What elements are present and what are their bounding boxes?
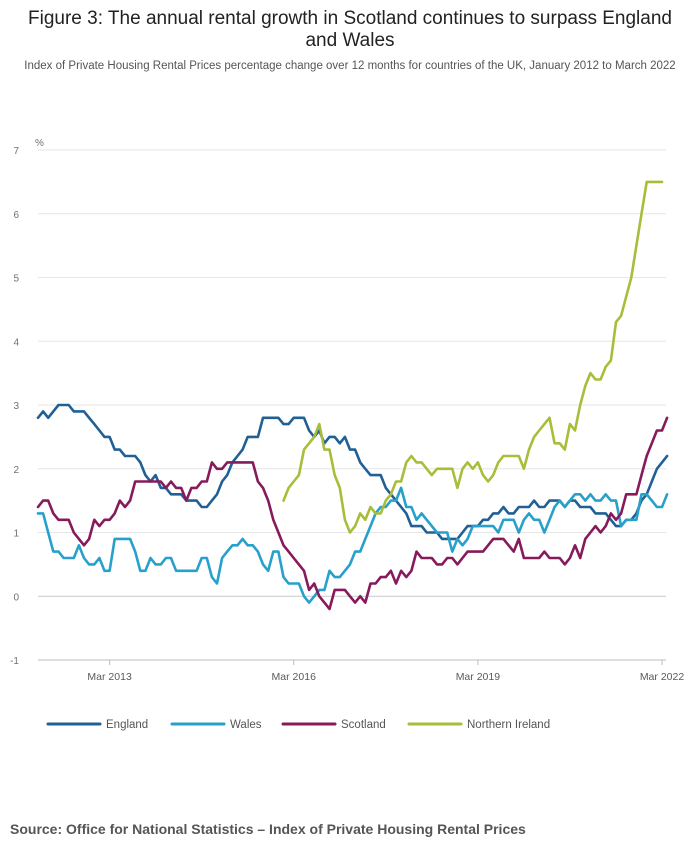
legend-label-wales: Wales <box>230 719 262 731</box>
gridlines <box>38 149 666 661</box>
series-line-northern-ireland <box>282 180 664 534</box>
y-tick-label: 0 <box>13 592 19 603</box>
x-tick-label: Mar 2022 <box>640 671 685 683</box>
y-tick-label: -1 <box>10 656 19 667</box>
series-line-england <box>36 403 669 541</box>
x-tick-label: Mar 2013 <box>87 671 132 683</box>
chart-subtitle: Index of Private Housing Rental Prices p… <box>24 60 676 72</box>
x-tick-label: Mar 2019 <box>456 671 501 683</box>
series-line-scotland <box>36 416 669 611</box>
series-line-wales <box>36 486 669 604</box>
y-axis-label: % <box>35 138 44 149</box>
y-tick-label: 6 <box>13 210 19 221</box>
x-tick-label: Mar 2016 <box>272 671 317 683</box>
axes: -1 0 1 2 3 4 5 6 7% Mar 2013 Mar 2016 Mar 2019 Mar 2… <box>10 138 684 683</box>
y-tick-label: 1 <box>13 529 19 540</box>
y-tick-label: 7 <box>13 146 19 157</box>
legend-label-scotland: Scotland <box>341 719 386 731</box>
legend-label-northern-ireland: Northern Ireland <box>467 719 550 731</box>
y-tick-label: 3 <box>13 401 19 412</box>
series-lines <box>36 180 669 611</box>
source-note: Source: Office for National Statistics –… <box>10 821 526 837</box>
legend: England Wales Scotland Northern Ireland <box>46 719 550 731</box>
legend-label-england: England <box>106 719 148 731</box>
chart-title: Figure 3: The annual rental growth in Sc… <box>28 8 672 51</box>
y-tick-label: 2 <box>13 465 19 476</box>
y-tick-label: 5 <box>13 274 19 285</box>
y-tick-label: 4 <box>13 337 19 348</box>
